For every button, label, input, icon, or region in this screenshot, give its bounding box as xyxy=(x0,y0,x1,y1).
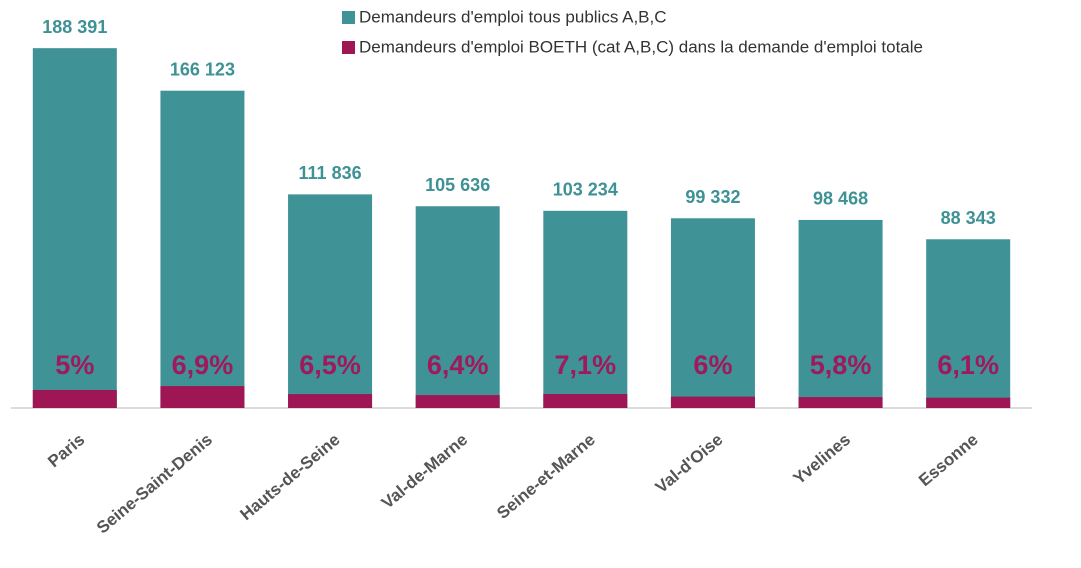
legend-label: Demandeurs d'emploi BOETH (cat A,B,C) da… xyxy=(359,37,923,56)
bar xyxy=(543,210,628,408)
x-tick-label: Hauts-de-Seine xyxy=(237,430,344,524)
bar xyxy=(926,397,1011,408)
bar xyxy=(32,390,117,408)
value-label: 88 343 xyxy=(941,208,996,228)
x-tick-label: Paris xyxy=(44,430,88,471)
bar xyxy=(32,48,117,409)
share-label: 5,8% xyxy=(810,350,872,380)
value-label: 188 391 xyxy=(42,17,107,37)
legend-swatch xyxy=(342,11,355,24)
value-label: 103 234 xyxy=(553,180,618,200)
bar xyxy=(543,393,628,408)
bar xyxy=(415,395,500,408)
bar xyxy=(288,194,373,408)
share-label: 6,4% xyxy=(427,350,489,380)
value-label: 105 636 xyxy=(425,175,490,195)
bar xyxy=(670,218,755,408)
bar xyxy=(926,239,1011,408)
value-label: 111 836 xyxy=(299,163,362,183)
value-label: 98 468 xyxy=(813,189,868,209)
share-label: 6,1% xyxy=(937,350,999,380)
value-label: 99 332 xyxy=(685,187,740,207)
bar xyxy=(288,394,373,408)
share-label: 6,5% xyxy=(299,350,361,380)
x-tick-label: Seine-Saint-Denis xyxy=(93,430,216,537)
share-label: 6,9% xyxy=(172,350,234,380)
x-tick-label: Yvelines xyxy=(790,430,854,488)
value-label: 166 123 xyxy=(170,59,235,79)
legend-swatch xyxy=(342,41,355,54)
share-label: 5% xyxy=(55,350,94,380)
bar xyxy=(160,386,245,408)
bar xyxy=(415,206,500,408)
x-tick-label: Val-d'Oise xyxy=(652,430,727,497)
x-tick-label: Val-de-Marne xyxy=(378,430,471,513)
share-label: 7,1% xyxy=(555,350,617,380)
bar xyxy=(798,397,883,408)
x-tick-label: Essonne xyxy=(915,430,981,490)
bar xyxy=(798,219,883,408)
bar xyxy=(160,90,245,408)
legend-label: Demandeurs d'emploi tous publics A,B,C xyxy=(359,7,667,26)
share-label: 6% xyxy=(693,350,732,380)
x-tick-label: Seine-et-Marne xyxy=(493,430,599,523)
bar xyxy=(670,396,755,408)
